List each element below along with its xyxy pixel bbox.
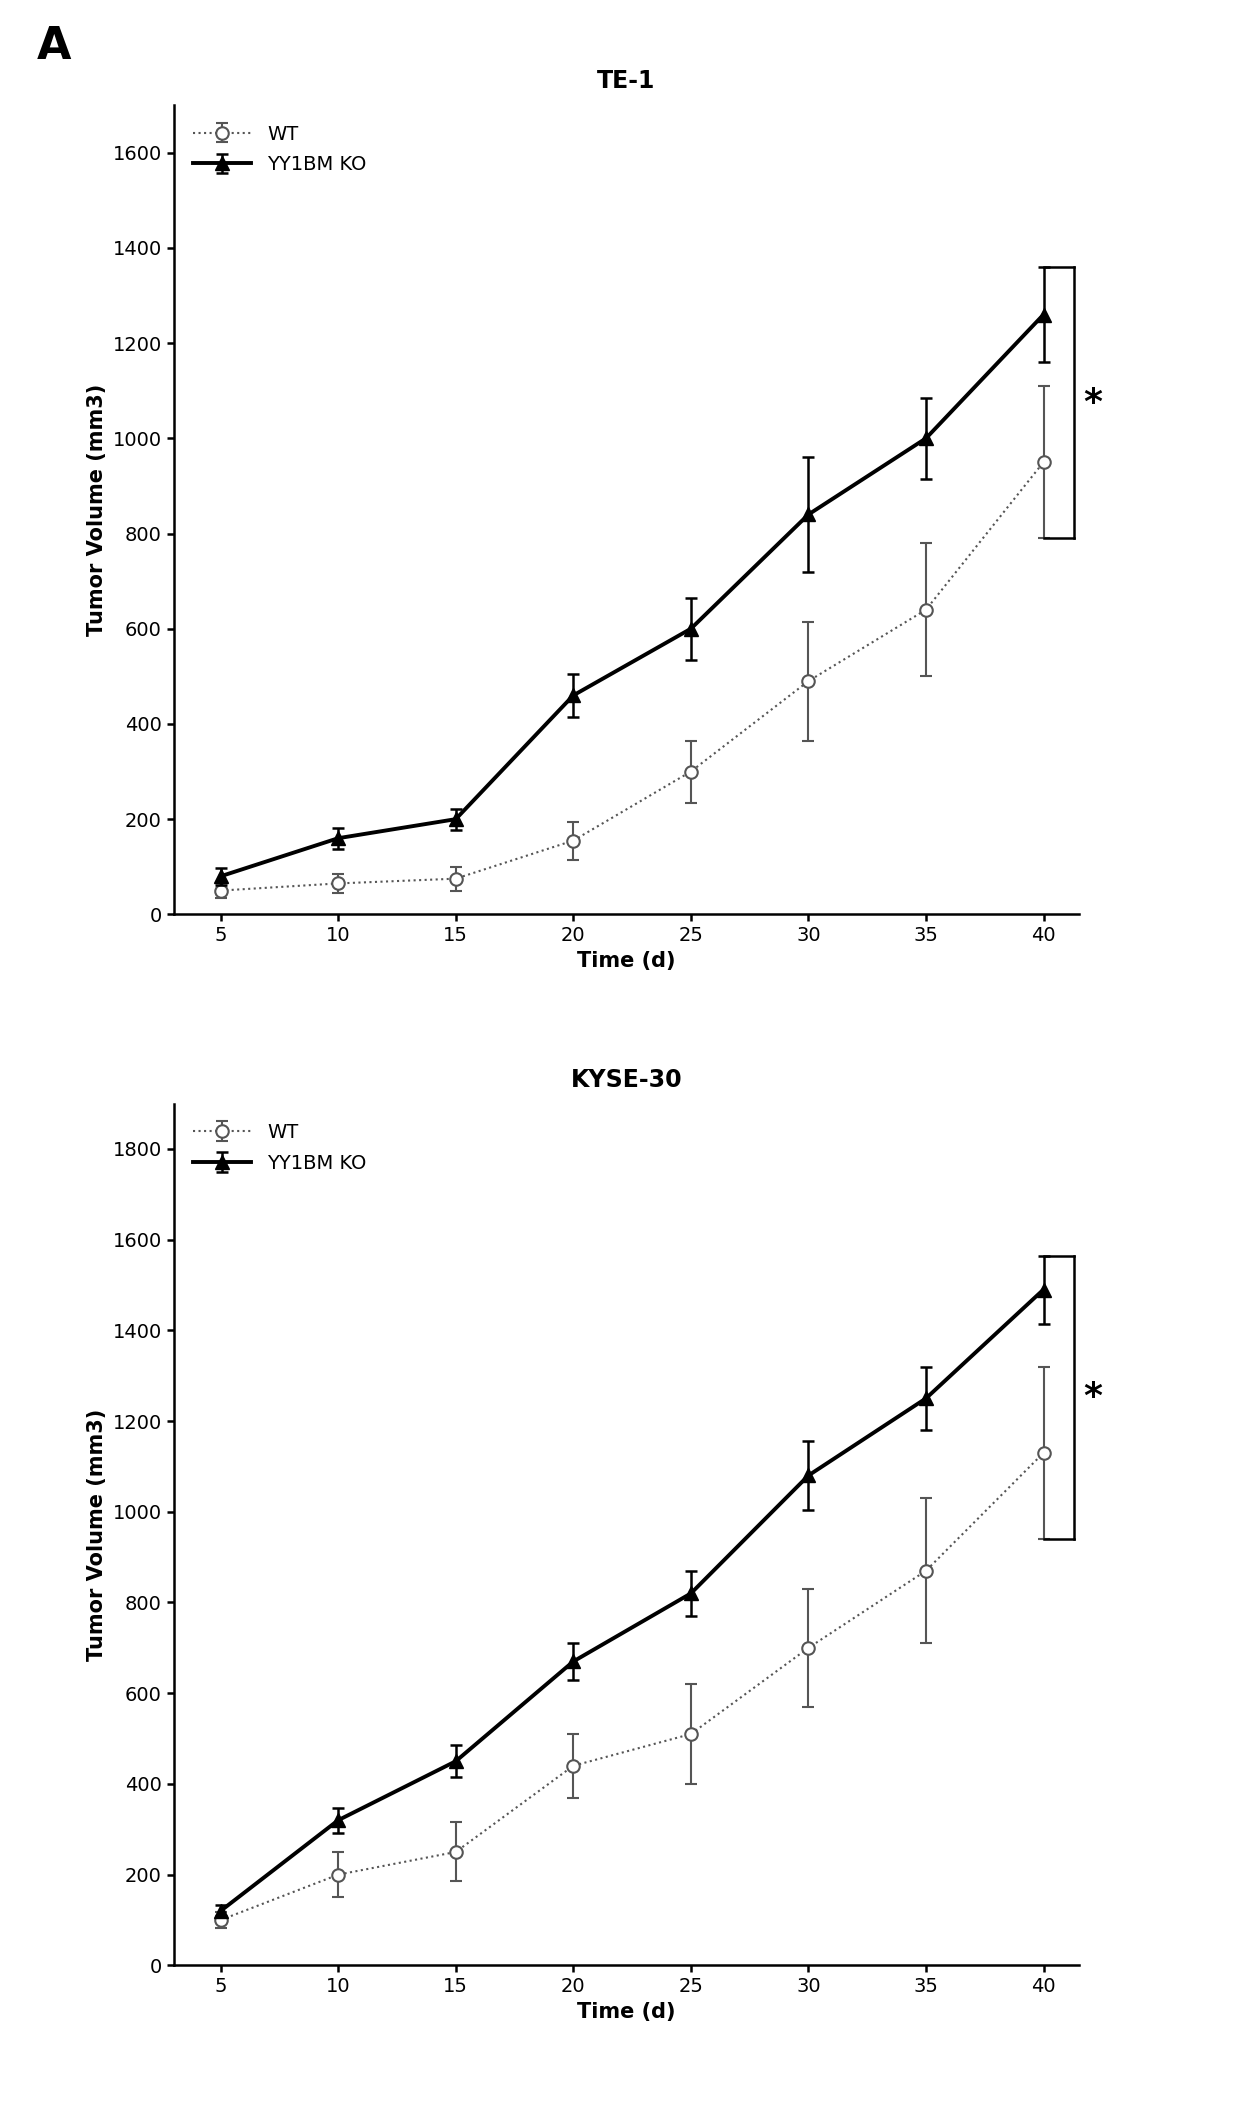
Y-axis label: Tumor Volume (mm3): Tumor Volume (mm3) — [87, 1408, 107, 1661]
Text: *: * — [1084, 385, 1102, 420]
Text: A: A — [37, 25, 72, 67]
Legend: WT, YY1BM KO: WT, YY1BM KO — [184, 116, 376, 185]
X-axis label: Time (d): Time (d) — [577, 2001, 676, 2022]
X-axis label: Time (d): Time (d) — [577, 950, 676, 971]
Title: TE-1: TE-1 — [596, 69, 656, 92]
Title: KYSE-30: KYSE-30 — [570, 1068, 682, 1091]
Y-axis label: Tumor Volume (mm3): Tumor Volume (mm3) — [87, 383, 107, 637]
Text: *: * — [1084, 1381, 1102, 1415]
Legend: WT, YY1BM KO: WT, YY1BM KO — [184, 1114, 376, 1183]
